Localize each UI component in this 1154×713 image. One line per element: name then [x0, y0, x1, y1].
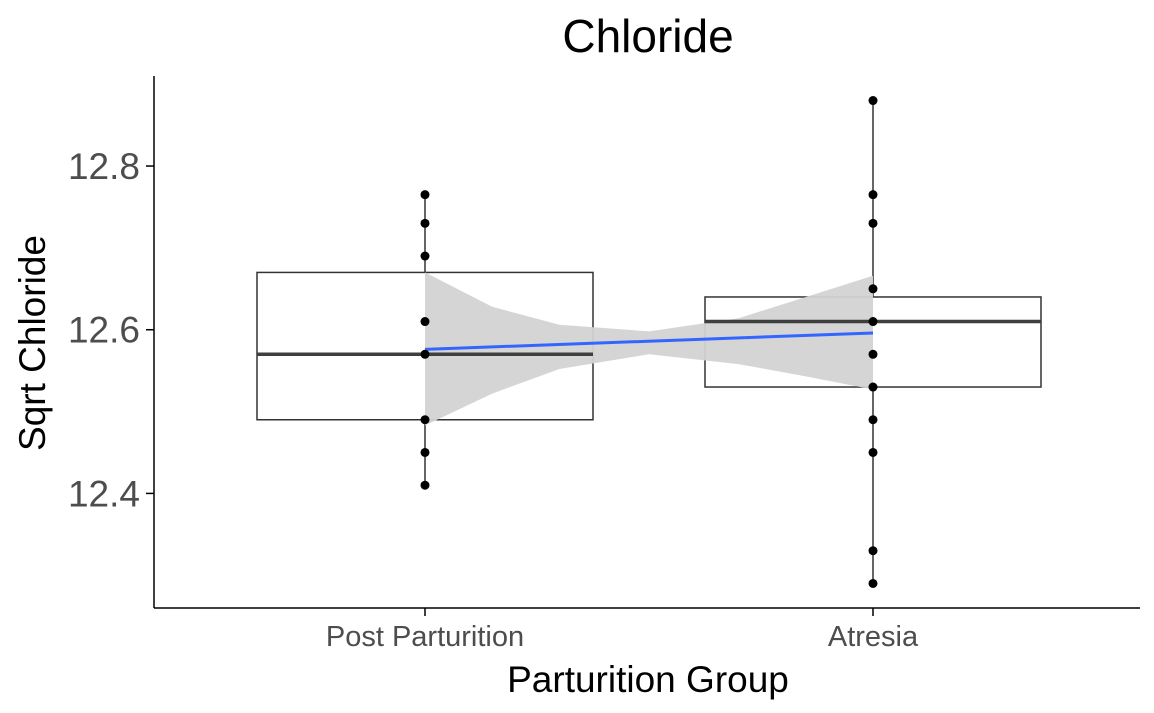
- y-tick-label: 12.8: [68, 146, 140, 187]
- data-point: [868, 349, 878, 359]
- data-point: [868, 96, 878, 106]
- y-axis-title: Sqrt Chloride: [12, 235, 53, 451]
- data-point: [420, 218, 430, 228]
- x-tick-label: Post Parturition: [326, 621, 524, 653]
- data-point: [420, 447, 430, 457]
- chart-title: Chloride: [562, 10, 733, 62]
- data-point: [868, 415, 878, 425]
- data-point: [420, 190, 430, 200]
- data-point: [868, 447, 878, 457]
- data-point: [868, 284, 878, 294]
- data-point: [868, 382, 878, 392]
- x-tick-label: Atresia: [828, 621, 919, 653]
- data-point: [420, 349, 430, 359]
- data-point: [868, 546, 878, 556]
- data-point: [420, 480, 430, 490]
- data-point: [868, 578, 878, 588]
- data-point: [420, 251, 430, 261]
- data-point: [868, 317, 878, 327]
- trend-line: [424, 331, 874, 351]
- y-tick-label: 12.6: [68, 310, 140, 351]
- data-point: [868, 218, 878, 228]
- y-tick-label: 12.4: [68, 473, 140, 514]
- data-point: [868, 190, 878, 200]
- x-axis-title: Parturition Group: [507, 659, 789, 700]
- data-point: [420, 317, 430, 327]
- data-point: [420, 415, 430, 425]
- confidence-band: [425, 272, 873, 426]
- plot-area: 12.4 12.6 12.8 Post Parturition Atresia: [68, 76, 1140, 653]
